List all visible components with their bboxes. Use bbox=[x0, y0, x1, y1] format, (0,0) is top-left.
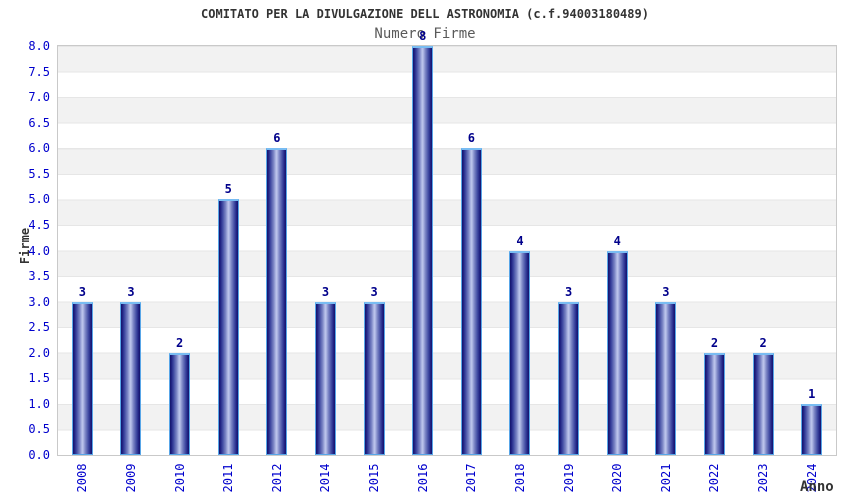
x-tick-label: 2017 bbox=[464, 463, 479, 493]
bar-value-label: 3 bbox=[127, 284, 135, 299]
x-tick-label: 2008 bbox=[75, 463, 90, 493]
x-tick-label: 2015 bbox=[367, 463, 382, 493]
x-tick-label: 2012 bbox=[269, 463, 284, 493]
y-tick-label: 4.5 bbox=[28, 217, 50, 232]
bar-value-label: 1 bbox=[808, 386, 816, 401]
x-tick-label: 2016 bbox=[415, 463, 430, 493]
y-tick-label: 3.5 bbox=[28, 269, 50, 284]
bar-value-label: 3 bbox=[321, 284, 330, 299]
bar-value-label: 3 bbox=[78, 284, 86, 299]
bar-value-label: 2 bbox=[710, 335, 719, 350]
bar-value-label: 2 bbox=[759, 335, 767, 350]
bar-value-label: 8 bbox=[419, 29, 427, 43]
y-tick-label: 3.0 bbox=[28, 294, 50, 309]
bar-2019 bbox=[558, 301, 580, 455]
y-tick-label: 1.0 bbox=[28, 396, 50, 411]
bar-2024 bbox=[801, 403, 823, 455]
bar-2015 bbox=[363, 301, 385, 455]
y-tick-label: 4.0 bbox=[28, 243, 50, 258]
plot-area bbox=[57, 45, 837, 456]
bar-2018 bbox=[509, 250, 531, 455]
y-tick-label: 1.5 bbox=[28, 371, 50, 386]
bar-value-label: 6 bbox=[467, 131, 475, 146]
x-tick-label: 2019 bbox=[561, 463, 576, 493]
bar-2014 bbox=[314, 301, 336, 455]
y-tick-label: 8.0 bbox=[28, 39, 50, 53]
x-tick-label: 2009 bbox=[123, 463, 138, 493]
y-tick-label: 2.0 bbox=[28, 345, 50, 360]
bar-2009 bbox=[120, 301, 142, 455]
x-axis-label: Anno bbox=[800, 479, 834, 495]
bar-2010 bbox=[169, 352, 191, 455]
bar-2008 bbox=[71, 301, 93, 455]
x-tick-label: 2018 bbox=[512, 463, 527, 493]
chart-title: COMITATO PER LA DIVULGAZIONE DELL ASTRON… bbox=[201, 7, 649, 21]
bar-value-label: 3 bbox=[564, 284, 573, 299]
y-tick-label: 7.5 bbox=[28, 64, 50, 79]
y-tick-label: 5.0 bbox=[28, 192, 50, 207]
bar-2016 bbox=[412, 46, 434, 455]
bar-value-label: 2 bbox=[175, 335, 184, 350]
y-tick-label: 5.5 bbox=[28, 166, 50, 181]
bar-2022 bbox=[703, 352, 725, 455]
y-tick-label: 0.5 bbox=[28, 422, 50, 437]
x-tick-label: 2021 bbox=[658, 463, 673, 493]
bar-2023 bbox=[752, 352, 774, 455]
x-tick-label: 2020 bbox=[610, 463, 625, 493]
y-tick-label: 6.0 bbox=[28, 141, 50, 156]
x-tick-label: 2011 bbox=[221, 463, 236, 493]
bar-2012 bbox=[266, 148, 288, 455]
bar-2020 bbox=[606, 250, 628, 455]
y-tick-label: 6.5 bbox=[28, 115, 50, 130]
x-tick-label: 2022 bbox=[707, 463, 722, 493]
chart-subtitle: Numero Firme bbox=[374, 26, 476, 42]
bar-2021 bbox=[655, 301, 677, 455]
bar-value-label: 4 bbox=[516, 233, 524, 248]
bar-value-label: 3 bbox=[662, 284, 670, 299]
x-tick-label: 2014 bbox=[318, 463, 333, 493]
bar-value-label: 6 bbox=[273, 131, 281, 146]
y-tick-label: 7.0 bbox=[28, 90, 50, 105]
y-tick-label: 0.0 bbox=[28, 448, 50, 462]
bar-value-label: 4 bbox=[613, 233, 621, 248]
bar-value-label: 5 bbox=[224, 182, 232, 197]
x-tick-label: 2023 bbox=[756, 463, 771, 493]
x-tick-label: 2010 bbox=[172, 463, 187, 493]
bar-2011 bbox=[217, 199, 239, 455]
bar-value-label: 3 bbox=[370, 284, 378, 299]
bar-2017 bbox=[460, 148, 482, 455]
y-tick-label: 2.5 bbox=[28, 320, 50, 335]
